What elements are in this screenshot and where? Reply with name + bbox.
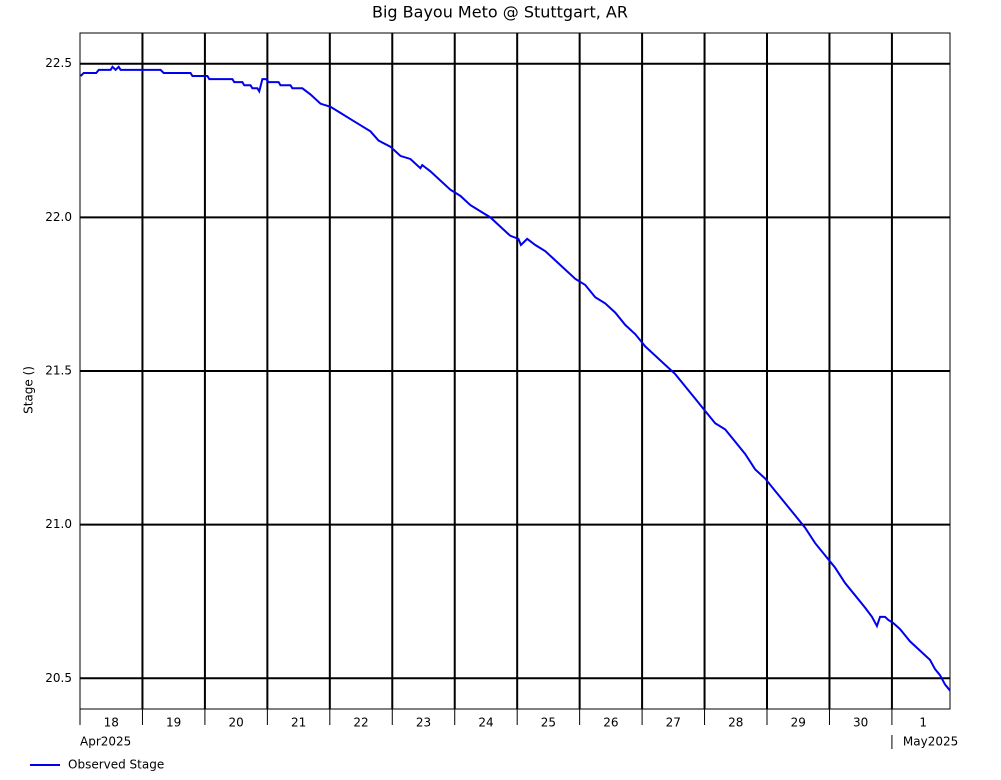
x-tick-label: 25 [541, 716, 556, 730]
period-label: May2025 [903, 735, 958, 749]
legend-label: Observed Stage [68, 758, 164, 772]
x-tick-label: 23 [416, 716, 431, 730]
x-tick-label: 30 [853, 716, 868, 730]
x-tick-label: 22 [353, 716, 368, 730]
x-tick-label: 20 [228, 716, 243, 730]
chart-title: Big Bayou Meto @ Stuttgart, AR [372, 3, 628, 22]
x-tick-label: 27 [666, 716, 681, 730]
x-tick-label: 24 [478, 716, 493, 730]
x-tick-label: 29 [791, 716, 806, 730]
period-label: Apr2025 [80, 735, 131, 749]
y-tick-label: 22.5 [45, 56, 72, 70]
x-tick-label: 21 [291, 716, 306, 730]
y-tick-label: 21.0 [45, 517, 72, 531]
x-tick-label: 26 [603, 716, 618, 730]
y-tick-label: 22.0 [45, 210, 72, 224]
x-tick-label: 19 [166, 716, 181, 730]
x-tick-label: 1 [919, 716, 927, 730]
x-tick-label: 28 [728, 716, 743, 730]
y-axis-label: Stage () [22, 366, 36, 414]
y-tick-label: 20.5 [45, 671, 72, 685]
x-tick-label: 18 [104, 716, 119, 730]
data-line [79, 65, 951, 692]
y-tick-label: 21.5 [45, 364, 72, 378]
